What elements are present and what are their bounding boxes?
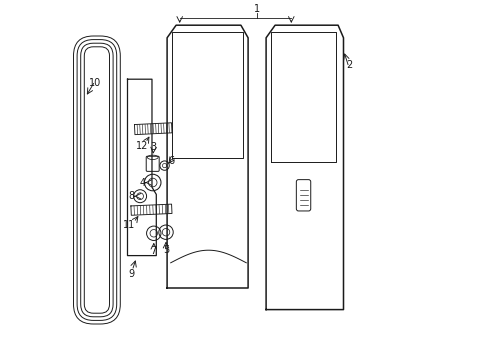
Text: 1: 1 xyxy=(254,4,260,14)
Text: 2: 2 xyxy=(345,60,351,70)
Text: 4: 4 xyxy=(139,177,145,188)
Text: 6: 6 xyxy=(168,156,174,166)
Text: 5: 5 xyxy=(163,245,169,255)
Text: 12: 12 xyxy=(136,141,148,151)
Text: 10: 10 xyxy=(89,78,101,88)
Text: 9: 9 xyxy=(128,269,134,279)
Text: 3: 3 xyxy=(150,142,157,152)
Text: 8: 8 xyxy=(128,191,134,201)
Text: 7: 7 xyxy=(150,246,157,256)
Text: 11: 11 xyxy=(122,220,134,230)
